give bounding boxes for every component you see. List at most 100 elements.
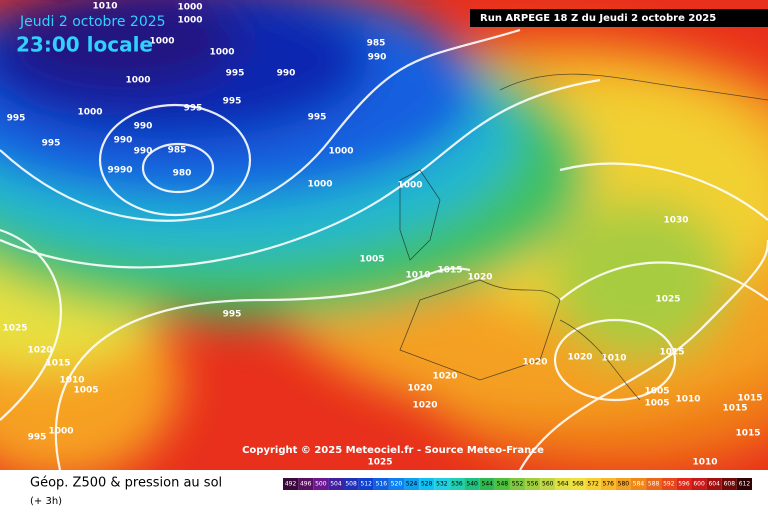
scale-swatch	[600, 478, 616, 490]
isobar-label: 1020	[27, 346, 52, 356]
scale-swatch	[464, 478, 480, 490]
isobar-label: 1000	[48, 427, 73, 437]
scale-label: 552	[512, 481, 524, 488]
isobar-label: 990	[134, 122, 153, 132]
isobar-label: 1025	[2, 324, 27, 334]
scale-label: 544	[482, 481, 494, 488]
isobar-label: 1020	[522, 358, 547, 368]
isobar-label: 995	[226, 69, 245, 79]
isobar-label: 1030	[663, 216, 688, 226]
isobar-label: 985	[168, 146, 187, 156]
scale-label: 516	[376, 481, 388, 488]
scale-swatch	[343, 478, 359, 490]
isobar-label: 980	[173, 169, 192, 179]
isobar-label: 985	[367, 39, 386, 49]
isobar-label: 9990	[107, 166, 132, 176]
isobar-label: 1000	[209, 48, 234, 58]
isobar-label: 1020	[467, 273, 492, 283]
isobar-label: 1010	[601, 354, 626, 364]
scale-label: 568	[572, 481, 584, 488]
footer-step: (+ 3h)	[30, 496, 62, 507]
isobar-label: 1015	[722, 404, 747, 414]
isobar-label: 1015	[737, 394, 762, 404]
isobar-label: 995	[308, 113, 327, 123]
isobar-label: 1015	[659, 348, 684, 358]
scale-swatch	[449, 478, 465, 490]
isobar-label: 990	[134, 147, 153, 157]
isobar-label: 1015	[735, 429, 760, 439]
isobar-labels: 1010 1000 1000 1000 1000 985 990 995 990 1000 1000…	[2, 2, 762, 468]
isobar-label: 1000	[177, 16, 202, 26]
scale-label: 500	[315, 481, 327, 488]
isobar-label: 995	[184, 104, 203, 114]
scale-label: 504	[330, 481, 342, 488]
scale-label: 556	[527, 481, 539, 488]
scale-swatch	[358, 478, 374, 490]
scale-label: 588	[648, 481, 660, 488]
scale-swatch	[283, 478, 299, 490]
isobar-label: 1000	[397, 181, 422, 191]
scale-swatch	[736, 478, 752, 490]
isobar-label: 1000	[328, 147, 353, 157]
isobar-label: 1000	[125, 76, 150, 86]
scale-swatch	[630, 478, 647, 490]
scale-label: 612	[739, 481, 751, 488]
isobar-label: 1000	[177, 3, 202, 13]
isobar-label: 1010	[692, 458, 717, 468]
scale-label: 604	[708, 481, 720, 488]
date-label: Jeudi 2 octobre 2025	[19, 14, 166, 30]
isobar-label: 1010	[405, 271, 430, 281]
scale-swatch	[676, 478, 692, 490]
scale-label: 580	[618, 481, 630, 488]
isobar-label: 995	[42, 139, 61, 149]
scale-swatch	[555, 478, 571, 490]
isobar-label: 1005	[644, 387, 669, 397]
scale-label: 492	[285, 481, 297, 488]
isobar-label: 1005	[644, 399, 669, 409]
scale-label: 608	[724, 481, 736, 488]
scale-swatch	[434, 478, 450, 490]
isobar-label: 1000	[77, 108, 102, 118]
run-label: Run ARPEGE 18 Z du Jeudi 2 octobre 2025	[480, 13, 716, 24]
isobar-label: 995	[223, 97, 242, 107]
isobar-label: 1020	[432, 372, 457, 382]
isobar-label: 1005	[73, 386, 98, 396]
scale-label: 512	[360, 481, 372, 488]
scale-label: 540	[466, 481, 478, 488]
footer	[0, 470, 768, 512]
isobar-label: 990	[277, 69, 296, 79]
run-box	[470, 9, 768, 27]
isobar-label: 990	[368, 53, 387, 63]
isobar-label: 1010	[675, 395, 700, 405]
scale-label: 528	[421, 481, 433, 488]
scale-swatch	[646, 478, 662, 490]
scale-swatch	[570, 478, 586, 490]
scale-label: 572	[587, 481, 599, 488]
isobar-label: 1000	[149, 37, 174, 47]
scale-label: 496	[300, 481, 312, 488]
scale-swatch	[404, 478, 420, 490]
scale-swatch	[298, 478, 314, 490]
scale-label: 596	[678, 481, 690, 488]
scale-swatch	[585, 478, 601, 490]
scale-swatch	[328, 478, 344, 490]
isobar-label: 1015	[45, 359, 70, 369]
isobar-label: 1025	[655, 295, 680, 305]
scale-label: 536	[451, 481, 463, 488]
footer-title: Géop. Z500 & pression au sol	[30, 476, 222, 491]
time-label: 23:00 locale	[16, 33, 153, 57]
isobar-label: 995	[223, 310, 242, 320]
isobar-label: 1020	[567, 353, 592, 363]
isobar-label: 995	[7, 114, 26, 124]
scale-swatch	[388, 478, 405, 490]
isobar-label: 1015	[437, 266, 462, 276]
color-scale: 492 496 500 504 508 512 516 520 524 528 532 536 540 5…	[283, 478, 752, 490]
scale-swatch	[661, 478, 677, 490]
scale-swatch	[494, 478, 510, 490]
scale-label: 584	[633, 481, 645, 488]
scale-swatch	[479, 478, 495, 490]
isobar-label: 995	[28, 433, 47, 443]
scale-label: 532	[436, 481, 448, 488]
scale-label: 600	[693, 481, 705, 488]
